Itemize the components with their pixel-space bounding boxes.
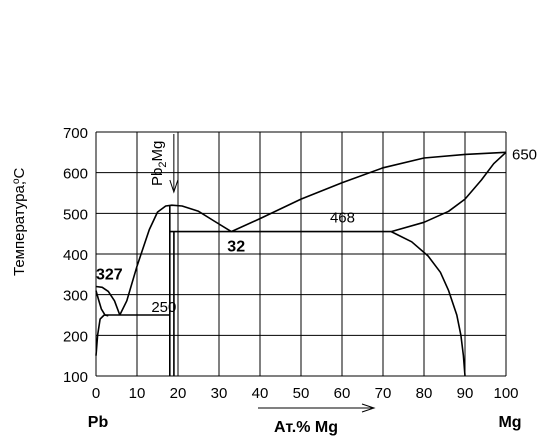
y-tick-label: 400 <box>63 247 88 264</box>
x-tick-label: 60 <box>334 385 351 402</box>
y-tick-label: 700 <box>63 125 88 142</box>
y-axis-label: Температура, <box>11 181 28 276</box>
x-axis-label: Ат.% Mg <box>274 419 338 436</box>
phase-line-1 <box>95 285 121 316</box>
end-label-right: Mg <box>498 414 521 431</box>
x-tick-label: 50 <box>293 385 310 402</box>
x-tick-label: 80 <box>416 385 433 402</box>
y-tick-label: 300 <box>63 288 88 305</box>
x-tick-label: 70 <box>375 385 392 402</box>
x-axis-arrow-head <box>361 403 376 413</box>
x-tick-label: 40 <box>252 385 269 402</box>
x-tick-label: 10 <box>129 385 146 402</box>
phase-line-5 <box>390 151 507 233</box>
y-tick-label: 600 <box>63 166 88 183</box>
x-tick-label: 100 <box>493 385 518 402</box>
y-tick-label: 200 <box>63 328 88 345</box>
x-tick-label: 20 <box>170 385 187 402</box>
tick-labels: 0 10 20 30 40 50 60 70 80 90 100 100 200 300 400 500 600… <box>63 125 519 402</box>
compound-label: Pb2Mg <box>149 141 169 186</box>
annotation-label: 650 <box>512 146 537 163</box>
x-tick-label: 0 <box>92 385 100 402</box>
annotation-label: 250 <box>151 299 176 316</box>
phase-line-3 <box>119 204 232 316</box>
curves <box>95 151 507 377</box>
y-axis-title: Температура, oC <box>11 167 28 276</box>
annotations: 327 250 32 468 650 <box>96 146 537 316</box>
phase-line-7 <box>95 314 105 356</box>
end-label-left: Pb <box>88 414 109 431</box>
x-axis-arrow <box>258 403 376 413</box>
compound-arrow-head <box>169 179 179 194</box>
phase-line-4 <box>230 151 507 233</box>
annotation-label: 468 <box>330 209 355 226</box>
y-tick-label: 500 <box>63 206 88 223</box>
y-tick-label: 100 <box>63 369 88 386</box>
x-tick-label: 90 <box>457 385 474 402</box>
phase-line-6 <box>390 230 466 377</box>
annotation-label: 327 <box>96 267 123 284</box>
x-tick-label: 30 <box>211 385 228 402</box>
compound-arrow <box>169 134 179 194</box>
annotation-label: 32 <box>227 239 245 256</box>
grid <box>95 131 507 377</box>
y-axis-unit: oC <box>11 167 28 184</box>
